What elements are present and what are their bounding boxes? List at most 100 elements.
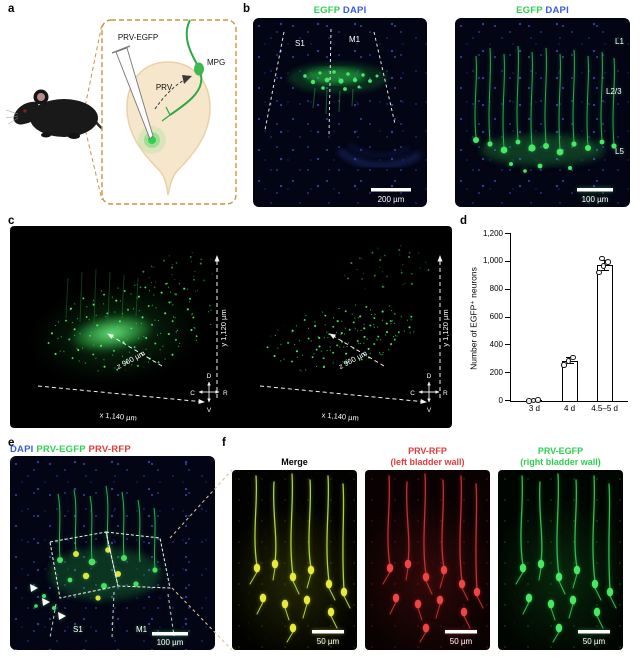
prv-rfp-title: PRV-RFP <box>408 446 447 456</box>
s1-region-label: S1 <box>295 39 305 48</box>
b-right-overlay: L1 L2/3 L5 100 µm <box>473 37 624 204</box>
neuron-somas-double-labeled <box>73 547 121 601</box>
layer-2-3-label: L2/3 <box>606 87 622 96</box>
e-micrograph: S1 M1 100 µm <box>10 456 215 650</box>
layer-5-label: L5 <box>615 147 624 156</box>
z-axis-arrow <box>107 333 163 367</box>
nerve-path <box>161 19 203 122</box>
m1-region-label: M1 <box>349 35 361 44</box>
prv-label: PRV <box>156 83 173 92</box>
mpg-ganglion <box>194 62 204 76</box>
region-boundary-lines <box>264 28 396 137</box>
scale-bar <box>312 630 344 634</box>
panel-a-label: a <box>8 3 15 15</box>
compass-c-label: C <box>190 390 195 397</box>
compass-c-label: C <box>410 390 415 397</box>
y-tick: 800 <box>490 284 511 293</box>
prv-egfp-channel-label: PRV-EGFP <box>36 444 86 455</box>
x-tick-label: 4 d <box>563 404 576 413</box>
panel-c-3d-views: y 1,120 µm z 960 µm x 1,140 µm D V C R y… <box>10 226 452 428</box>
f-rfp-micrograph: 50 µm <box>365 470 490 650</box>
orientation-compass-left <box>198 381 220 403</box>
mouse-eye <box>23 109 27 113</box>
pipette-label: PRV-EGFP <box>118 33 158 42</box>
y-tick-label: 0 <box>498 395 503 405</box>
axes-left-view <box>37 255 220 404</box>
scale-bar <box>578 630 610 634</box>
orientation-compass-right <box>418 381 440 403</box>
egfp-channel-label: EGFP <box>313 5 341 16</box>
z-axis-label: z 960 µm <box>337 349 369 372</box>
y-tick-label: 400 <box>489 339 503 349</box>
axes-right-view <box>259 255 443 404</box>
e-header: DAPI PRV-EGFP PRV-RFP <box>10 444 131 455</box>
plot-area: 0 200 400 600 800 1,000 1,200 3 d 4 d <box>483 229 628 413</box>
layer-1-label: L1 <box>615 37 624 46</box>
f-egfp-title: PRV-EGFP (right bladder wall) <box>498 442 623 468</box>
x-axis-label: x 1,140 µm <box>321 410 359 422</box>
x-axis-arrow <box>37 385 205 404</box>
prv-spread-arrow <box>154 75 192 110</box>
f-egfp-neurons: 50 µm <box>515 473 617 646</box>
y-tick: 1,000 <box>483 256 511 265</box>
bar <box>596 265 613 401</box>
dapi-channel-label: DAPI <box>342 5 367 16</box>
f-egfp-micrograph: 50 µm <box>498 470 623 650</box>
neuron-somas-green <box>34 555 158 610</box>
dapi-channel-label: DAPI <box>545 5 569 16</box>
scale-bar <box>152 632 188 636</box>
y-tick-label: 600 <box>489 312 503 321</box>
scale-bar-label: 100 µm <box>157 638 184 647</box>
f-rfp-title: PRV-RFP (left bladder wall) <box>365 442 490 468</box>
x-axis-arrow <box>259 385 427 404</box>
scale-bar-label: 50 µm <box>583 637 606 646</box>
scale-bar <box>577 188 613 192</box>
scale-bar-label: 50 µm <box>450 637 473 646</box>
egfp-channel-label: EGFP <box>516 5 543 16</box>
egfp-count-chart: Number of EGFP⁺ neurons 0 200 400 600 80… <box>466 224 634 430</box>
y-tick-label: 800 <box>489 284 503 294</box>
b-left-micrograph: S1 M1 200 µm <box>253 18 427 207</box>
y-axis-label: y 1,120 µm <box>441 309 450 346</box>
panel-a-schematic: PRV-EGFP PRV MPG <box>5 19 237 205</box>
s1-region-label: S1 <box>73 625 83 634</box>
f-merge-neurons: 50 µm <box>249 473 351 646</box>
scale-bar-label: 50 µm <box>317 637 340 646</box>
scale-bar <box>445 630 477 634</box>
y-tick: 200 <box>490 368 511 377</box>
b-left-header: EGFP DAPI <box>253 5 427 16</box>
mouse-head <box>13 101 40 125</box>
b-right-header: EGFP DAPI <box>455 5 630 16</box>
panel-d-label: d <box>460 215 468 227</box>
m1-region-label: M1 <box>136 625 148 634</box>
x-axis-label: x 1,140 µm <box>99 410 137 422</box>
panel-c-label: c <box>8 215 15 227</box>
c-axes-overlay: y 1,120 µm z 960 µm x 1,140 µm D V C R y… <box>37 255 450 423</box>
egfp-expression-band <box>288 63 388 115</box>
y-tick: 1,200 <box>483 229 511 238</box>
apical-dendrites <box>474 45 615 151</box>
bladder-shape <box>126 61 211 196</box>
hippocampus-outline <box>336 147 422 169</box>
y-tick-label: 200 <box>489 367 503 377</box>
scale-bar <box>371 188 411 192</box>
compass-d-label: D <box>427 373 432 380</box>
z-axis-arrow <box>329 333 385 367</box>
zoom-connector-lines <box>83 23 103 201</box>
injection-site <box>138 126 166 154</box>
pipette <box>111 45 154 140</box>
f-merge-title: Merge <box>232 442 357 468</box>
z-axis-label: z 960 µm <box>115 349 147 372</box>
dendrite-streaks-left <box>65 268 139 325</box>
dapi-channel-label: DAPI <box>10 444 34 455</box>
panel-f-label: f <box>222 437 226 449</box>
panel-b-label: b <box>243 3 251 15</box>
f-rfp-neurons: 50 µm <box>382 473 484 646</box>
somas <box>386 559 481 633</box>
y-axis-title: Number of EGFP⁺ neurons <box>468 267 479 370</box>
y-axis-label: y 1,120 µm <box>219 309 228 346</box>
arrowheads <box>30 584 66 620</box>
column-boundary-lines <box>49 591 175 639</box>
e-overlay: S1 M1 100 µm <box>30 485 188 647</box>
